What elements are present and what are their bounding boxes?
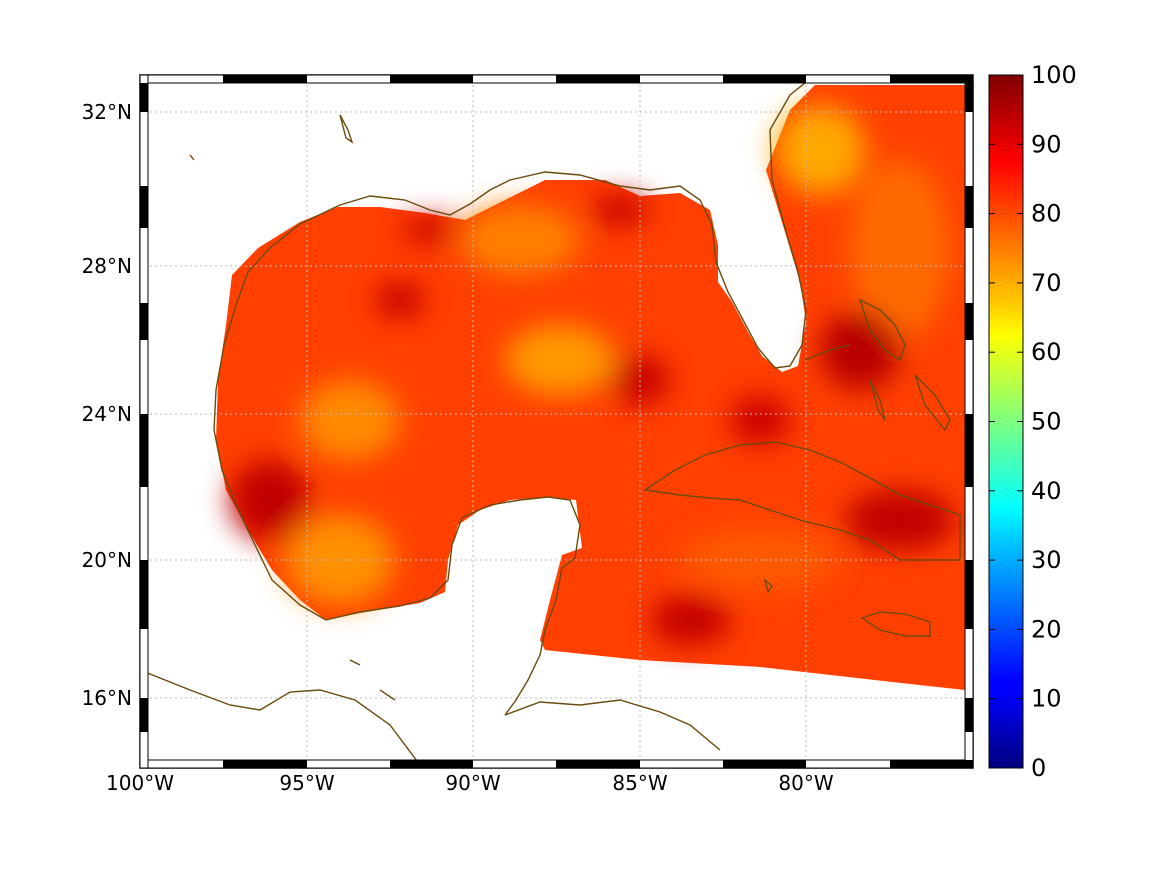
gridlines xyxy=(140,75,973,768)
colorbar-ticks: 0 10 20 30 40 50 60 70 80 90 100 xyxy=(989,61,1077,782)
coastlines xyxy=(140,75,961,766)
field-variation xyxy=(230,105,955,645)
lon-tick-labels: 100°W 95°W 90°W 85°W 80°W xyxy=(106,771,834,795)
lat-tick-labels: 16°N 20°N 24°N 28°N 32°N xyxy=(82,100,132,710)
colorbar-tick-label: 100 xyxy=(1031,61,1077,89)
lat-tick-label: 32°N xyxy=(82,100,132,124)
colorbar-tick-label: 80 xyxy=(1031,200,1062,228)
lon-tick-label: 100°W xyxy=(106,771,174,795)
colorbar: 0 10 20 30 40 50 60 70 80 90 100 xyxy=(988,61,1077,782)
lat-tick-label: 20°N xyxy=(82,548,132,572)
colorbar-tick-label: 70 xyxy=(1031,269,1062,297)
colorbar-tick-label: 10 xyxy=(1031,685,1062,713)
lon-tick-label: 80°W xyxy=(778,771,833,795)
lon-tick-label: 95°W xyxy=(279,771,334,795)
colorbar-tick-label: 0 xyxy=(1031,754,1046,782)
data-field xyxy=(216,85,965,690)
map-frame xyxy=(139,74,974,769)
colorbar-tick-label: 50 xyxy=(1031,408,1062,436)
colorbar-tick-label: 60 xyxy=(1031,338,1062,366)
lat-tick-label: 24°N xyxy=(82,402,132,426)
colorbar-tick-label: 40 xyxy=(1031,477,1062,505)
colorbar-tick-label: 90 xyxy=(1031,130,1062,158)
lat-tick-label: 28°N xyxy=(82,254,132,278)
lon-tick-label: 90°W xyxy=(445,771,500,795)
colorbar-tick-label: 20 xyxy=(1031,615,1062,643)
colorbar-tick-label: 30 xyxy=(1031,546,1062,574)
lat-tick-label: 16°N xyxy=(82,686,132,710)
lon-tick-label: 85°W xyxy=(612,771,667,795)
